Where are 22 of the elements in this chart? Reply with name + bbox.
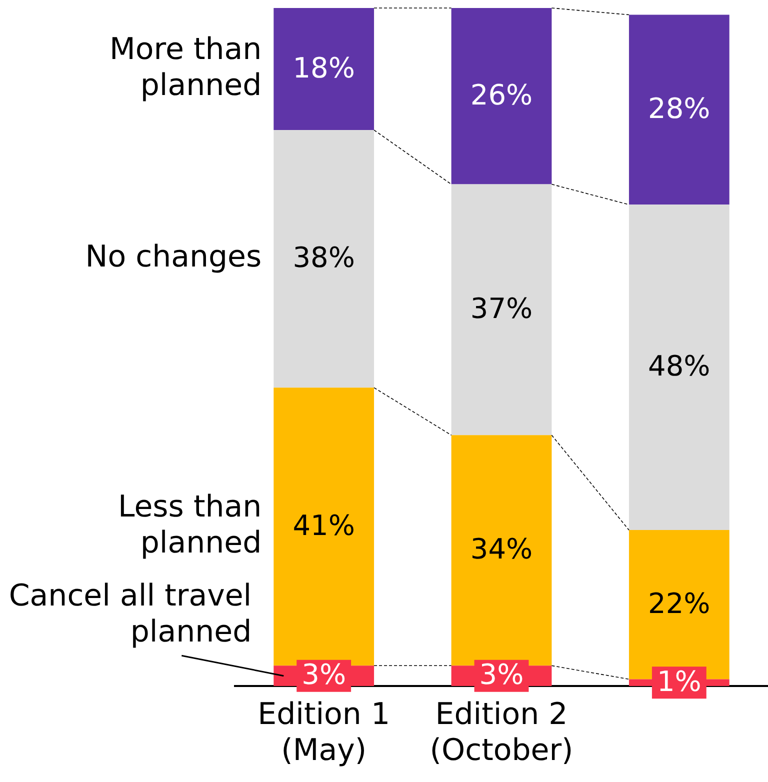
x-tick-label: Edition 2 (October) [430,696,574,768]
series-label: More than planned [110,32,262,103]
data-label: 26% [470,78,533,112]
data-label: 34% [470,532,533,566]
data-label: 48% [648,350,710,383]
data-label: 18% [292,51,355,84]
data-label: 28% [648,92,710,125]
bar [451,184,552,436]
bar [274,8,374,130]
bar [628,204,730,530]
data-label: 22% [648,586,710,620]
data-label: 1% [656,664,702,698]
bar [274,130,374,388]
series-label: Cancel all travel planned [8,578,252,650]
data-label: 38% [292,241,355,274]
bar [628,14,730,205]
series-label: Less than planned [118,489,262,560]
x-tick-label: Edition 1 (May) [258,696,390,768]
bar [451,8,552,184]
series-label: No changes [85,240,262,275]
data-label: 37% [470,292,533,325]
data-label: 41% [292,508,355,542]
